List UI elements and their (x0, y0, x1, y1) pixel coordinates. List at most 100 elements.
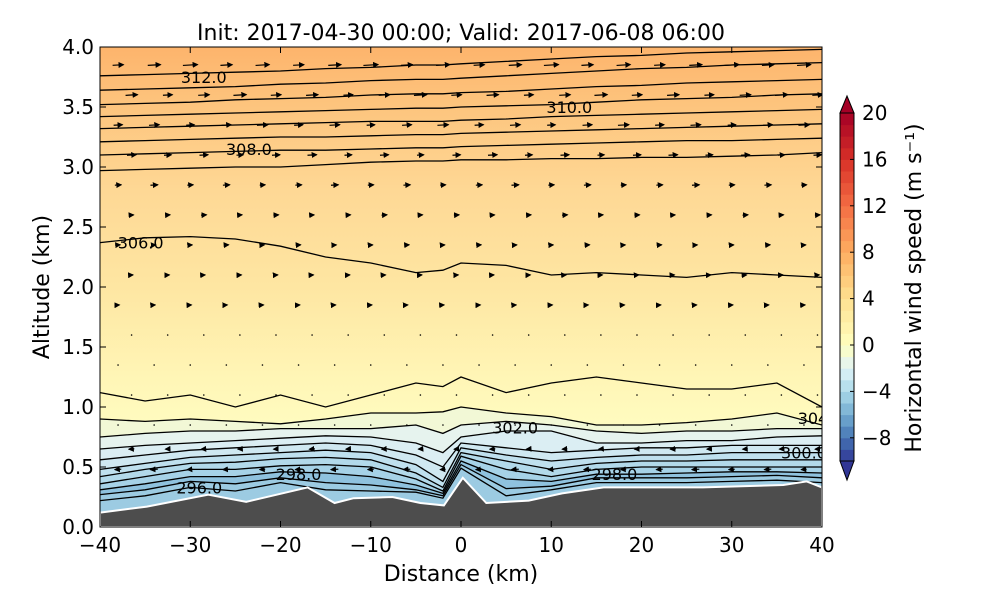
wind-vector (514, 364, 516, 366)
y-tick-label: 2.0 (62, 275, 94, 299)
colorbar-extend-min (840, 461, 854, 480)
x-tick-label: 40 (809, 533, 834, 557)
wind-vector (617, 65, 631, 66)
x-tick-label: 0 (455, 533, 468, 557)
wind-vector (740, 95, 751, 96)
wind-vector (672, 394, 674, 396)
wind-vector (131, 394, 133, 396)
wind-vector (370, 364, 372, 366)
wind-vector (817, 334, 819, 336)
wind-vector (257, 125, 268, 126)
wind-vector (564, 334, 566, 336)
wind-vector (708, 334, 710, 336)
wind-vector (420, 334, 422, 336)
colorbar-segment (840, 449, 854, 461)
wind-vector (334, 424, 336, 426)
y-axis-label: Altitude (km) (30, 215, 55, 359)
wind-vector (379, 95, 390, 96)
wind-vector (583, 125, 593, 126)
contour-label: 302.0 (492, 418, 538, 437)
wind-vector (347, 334, 349, 336)
wind-vector (654, 65, 665, 66)
wind-vector (623, 364, 625, 366)
wind-vector (329, 125, 339, 126)
colorbar-label: Horizontal wind speed (m s⁻¹) (902, 123, 927, 452)
colorbar-segment (840, 357, 854, 369)
x-axis-label: Distance (km) (384, 562, 539, 587)
wind-vector (456, 394, 458, 396)
wind-vector (198, 95, 209, 96)
wind-vector (442, 424, 444, 426)
contour-label: 308.0 (226, 140, 272, 159)
wind-vector (294, 125, 303, 126)
wind-vector (256, 65, 270, 66)
wind-vector (803, 364, 805, 366)
wind-vector (189, 364, 191, 366)
wind-vector (131, 334, 133, 336)
wind-vector (153, 364, 155, 366)
wind-vector (406, 424, 408, 426)
colorbar-segment (840, 426, 854, 438)
contour-label: 300.0 (781, 444, 827, 463)
wind-vector (328, 65, 341, 66)
wind-vector (695, 424, 697, 426)
wind-vector (451, 95, 461, 96)
wind-vector (797, 65, 811, 66)
wind-vector (262, 364, 264, 366)
wind-vector (668, 155, 677, 156)
chart-title: Init: 2017-04-30 00:00; Valid: 2017-06-0… (197, 21, 725, 46)
wind-vector (126, 95, 138, 96)
wind-vector (334, 364, 336, 366)
wind-vector (587, 364, 589, 366)
wind-vector (528, 334, 530, 336)
colorbar-segment (840, 206, 854, 218)
y-tick-label: 0.5 (62, 455, 94, 479)
wind-vector (163, 95, 173, 96)
wind-vector (383, 394, 385, 396)
wind-vector (509, 65, 522, 66)
colorbar-segment (840, 415, 854, 427)
colorbar-segment (840, 345, 854, 357)
wind-vector (478, 364, 480, 366)
wind-vector (220, 65, 232, 66)
wind-vector (414, 95, 427, 96)
wind-vector (564, 394, 566, 396)
wind-vector (401, 65, 413, 66)
wind-vector (311, 394, 313, 396)
colorbar-segment (840, 113, 854, 125)
wind-vector (488, 155, 497, 156)
wind-vector (226, 364, 228, 366)
wind-vector (559, 95, 570, 96)
wind-vector (380, 155, 389, 156)
wind-vector (762, 65, 774, 66)
wind-vector (550, 424, 552, 426)
wind-vector (298, 424, 300, 426)
x-tick-label: 30 (719, 533, 744, 557)
wind-vector (307, 155, 316, 156)
wind-vector (233, 95, 246, 96)
colorbar-segment (840, 136, 854, 148)
colorbar-segment (840, 287, 854, 299)
wind-vector (492, 334, 494, 336)
wind-vector (767, 424, 769, 426)
colorbar-tick-label: 0 (862, 333, 875, 357)
wind-vector (203, 334, 205, 336)
wind-vector (149, 125, 159, 126)
colorbar-tick-label: −4 (862, 379, 891, 403)
wind-vector (781, 394, 783, 396)
wind-vector (226, 424, 228, 426)
wind-vector (222, 125, 232, 126)
wind-vector (690, 125, 700, 126)
wind-vector (436, 65, 450, 66)
x-tick-label: 20 (629, 533, 654, 557)
y-tick-label: 3.0 (62, 155, 94, 179)
wind-vector (239, 394, 241, 396)
contour-label: 298.0 (592, 465, 638, 484)
wind-vector (343, 95, 353, 96)
wind-vector (117, 364, 119, 366)
colorbar-extend-max (840, 96, 854, 113)
wind-vector (420, 394, 422, 396)
colorbar-segment (840, 229, 854, 241)
wind-vector (659, 424, 661, 426)
